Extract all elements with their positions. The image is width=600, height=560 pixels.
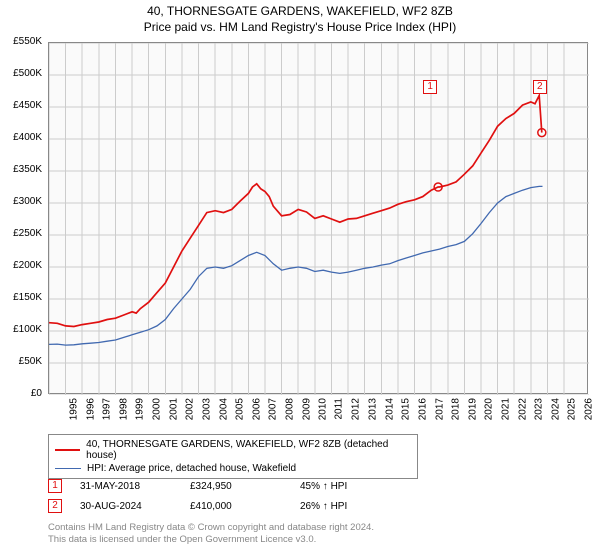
y-tick-label: £50K: [0, 356, 42, 367]
y-tick-label: £0: [0, 388, 42, 399]
x-tick-label: 2015: [401, 398, 412, 420]
legend-row: 40, THORNESGATE GARDENS, WAKEFIELD, WF2 …: [55, 438, 411, 462]
legend-label: 40, THORNESGATE GARDENS, WAKEFIELD, WF2 …: [86, 439, 411, 461]
event-pct: 45% ↑ HPI: [300, 481, 380, 492]
plot-area: [48, 42, 588, 394]
y-tick-label: £150K: [0, 292, 42, 303]
x-tick-label: 2014: [384, 398, 395, 420]
legend-label: HPI: Average price, detached house, Wake…: [87, 463, 296, 474]
x-tick-label: 2019: [467, 398, 478, 420]
x-tick-label: 2018: [450, 398, 461, 420]
footer-line-2: This data is licensed under the Open Gov…: [48, 534, 374, 546]
chart-area: £0 £50K £100K £150K £200K £250K £300K £350K £400…: [0, 42, 600, 420]
event-marker-box: 1: [48, 479, 62, 493]
legend: 40, THORNESGATE GARDENS, WAKEFIELD, WF2 …: [48, 434, 418, 479]
y-tick-label: £200K: [0, 260, 42, 271]
y-tick-label: £250K: [0, 228, 42, 239]
x-tick-label: 2008: [284, 398, 295, 420]
event-pct: 26% ↑ HPI: [300, 501, 380, 512]
chart-title: 40, THORNESGATE GARDENS, WAKEFIELD, WF2 …: [0, 4, 600, 18]
x-tick-label: 2000: [151, 398, 162, 420]
marker-label-box: 1: [423, 80, 437, 94]
x-tick-label: 2007: [268, 398, 279, 420]
legend-swatch: [55, 449, 80, 451]
y-tick-label: £350K: [0, 164, 42, 175]
y-tick-label: £300K: [0, 196, 42, 207]
legend-swatch: [55, 468, 81, 469]
x-tick-label: 2024: [550, 398, 561, 420]
x-tick-label: 2003: [201, 398, 212, 420]
y-tick-label: £450K: [0, 100, 42, 111]
x-tick-label: 2010: [317, 398, 328, 420]
plot-svg: [49, 43, 589, 395]
x-tick-label: 1995: [68, 398, 79, 420]
x-tick-label: 2021: [500, 398, 511, 420]
x-tick-label: 2023: [533, 398, 544, 420]
x-tick-label: 1999: [135, 398, 146, 420]
event-date: 30-AUG-2024: [80, 501, 190, 512]
x-tick-label: 2012: [351, 398, 362, 420]
x-tick-label: 2025: [567, 398, 578, 420]
event-table: 1 31-MAY-2018£324,95045% ↑ HPI 2 30-AUG-202…: [48, 476, 380, 516]
x-tick-label: 2009: [301, 398, 312, 420]
event-marker-box: 2: [48, 499, 62, 513]
footer-line-1: Contains HM Land Registry data © Crown c…: [48, 522, 374, 534]
x-tick-label: 2022: [517, 398, 528, 420]
x-tick-label: 2013: [367, 398, 378, 420]
event-row: 1 31-MAY-2018£324,95045% ↑ HPI: [48, 476, 380, 496]
event-row: 2 30-AUG-2024£410,00026% ↑ HPI: [48, 496, 380, 516]
x-tick-label: 2026: [583, 398, 594, 420]
event-price: £324,950: [190, 481, 300, 492]
event-price: £410,000: [190, 501, 300, 512]
x-tick-label: 1998: [118, 398, 129, 420]
x-tick-label: 2005: [234, 398, 245, 420]
y-tick-label: £100K: [0, 324, 42, 335]
x-tick-label: 1997: [101, 398, 112, 420]
footer-attribution: Contains HM Land Registry data © Crown c…: [48, 522, 374, 546]
chart-subtitle: Price paid vs. HM Land Registry's House …: [0, 20, 600, 34]
x-tick-label: 2020: [484, 398, 495, 420]
x-tick-label: 2011: [333, 398, 344, 420]
x-tick-label: 2017: [434, 398, 445, 420]
y-tick-label: £400K: [0, 132, 42, 143]
titles: 40, THORNESGATE GARDENS, WAKEFIELD, WF2 …: [0, 0, 600, 34]
y-tick-label: £500K: [0, 68, 42, 79]
x-tick-label: 2002: [185, 398, 196, 420]
x-tick-label: 1996: [85, 398, 96, 420]
x-tick-label: 2006: [251, 398, 262, 420]
chart-container: 40, THORNESGATE GARDENS, WAKEFIELD, WF2 …: [0, 0, 600, 560]
x-tick-label: 2001: [168, 398, 179, 420]
event-date: 31-MAY-2018: [80, 481, 190, 492]
y-tick-label: £550K: [0, 36, 42, 47]
legend-row: HPI: Average price, detached house, Wake…: [55, 462, 411, 475]
x-tick-label: 2016: [417, 398, 428, 420]
x-tick-label: 2004: [218, 398, 229, 420]
marker-label-box: 2: [533, 80, 547, 94]
